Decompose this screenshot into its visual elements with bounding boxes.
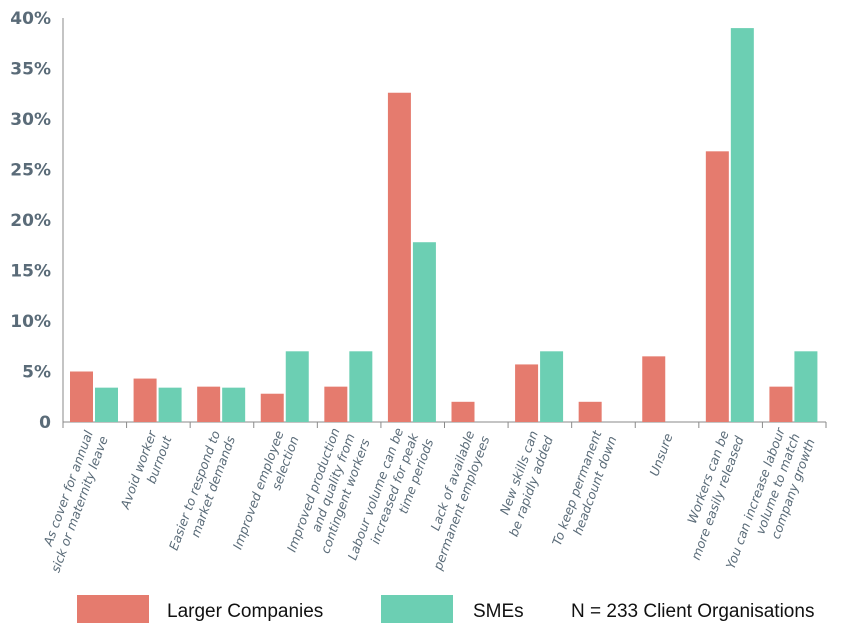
legend-label-smes: SMEs: [473, 601, 524, 622]
bar-larger-companies: [642, 356, 666, 422]
y-tick-label: 0: [39, 413, 51, 433]
y-tick-label: 40%: [10, 9, 51, 29]
bar-smes: [222, 387, 246, 422]
bar-smes: [95, 387, 118, 422]
bar-larger-companies: [387, 92, 411, 423]
bar-larger-companies: [578, 401, 602, 422]
y-tick-label: 5%: [22, 363, 51, 383]
bar-larger-companies: [260, 393, 284, 422]
bar-smes: [794, 351, 818, 422]
bar-larger-companies: [515, 364, 539, 422]
bar-larger-companies: [70, 371, 93, 422]
x-tick-label-line: Unsure: [646, 431, 675, 478]
y-axis-ticks: 0 5% 10% 15% 20% 25% 30% 35% 40%: [10, 9, 51, 433]
bar-larger-companies: [769, 386, 793, 422]
bar-larger-companies: [705, 151, 729, 422]
y-tick-label: 25%: [10, 161, 51, 181]
y-tick-label: 15%: [10, 262, 51, 282]
x-tick-label: Unsure: [646, 431, 675, 478]
bar-smes: [730, 28, 754, 422]
bar-larger-companies: [324, 386, 348, 422]
sample-size-note: N = 233 Client Organisations: [571, 601, 814, 622]
legend: Larger Companies SMEs N = 233 Client Org…: [77, 595, 814, 623]
bar-smes: [540, 351, 564, 422]
chart-bars: [70, 28, 818, 423]
chart-axes: [62, 18, 827, 428]
legend-swatch-larger-companies: [77, 595, 149, 623]
y-tick-label: 35%: [10, 60, 51, 80]
bar-smes: [412, 242, 436, 422]
y-tick-label: 10%: [10, 312, 51, 332]
bar-smes: [158, 387, 182, 422]
y-tick-label: 20%: [10, 211, 51, 231]
bar-larger-companies: [133, 378, 157, 422]
bar-smes: [285, 351, 309, 422]
y-tick-label: 30%: [10, 110, 51, 130]
legend-label-larger-companies: Larger Companies: [167, 601, 323, 622]
bar-smes: [349, 351, 373, 422]
bar-larger-companies: [197, 386, 221, 422]
legend-swatch-smes: [381, 595, 453, 623]
bar-larger-companies: [451, 401, 475, 422]
